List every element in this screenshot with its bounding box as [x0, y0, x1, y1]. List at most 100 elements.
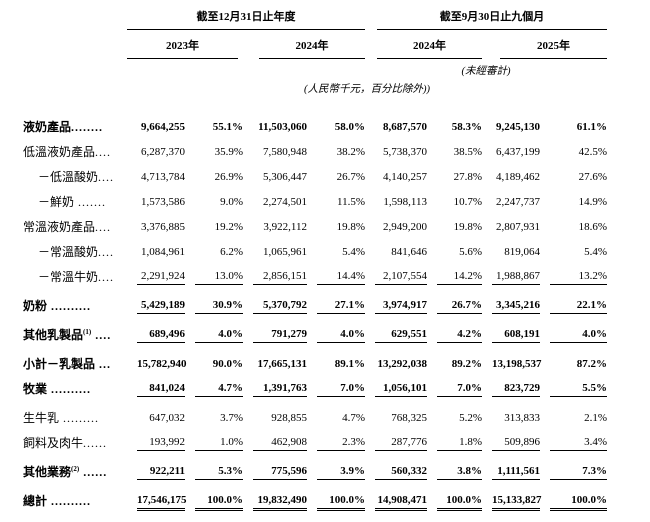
- table-row: 生牛乳 ......... 647,032 3.7% 928,855 4.7% 768,3…: [23, 397, 607, 426]
- row-label-cell: 其他業務(2) ......: [23, 451, 127, 480]
- row-label: 低溫液奶產品: [23, 145, 96, 159]
- row-label: －鮮奶: [38, 195, 75, 209]
- row-label-cell: 常溫液奶產品....: [23, 210, 127, 235]
- percentage-cell: 3.7%: [220, 412, 243, 424]
- amount-cell: 1,084,961: [141, 246, 185, 258]
- unaudited-note: (未經審計): [461, 66, 511, 77]
- percentage-cell: 5.4%: [584, 246, 607, 258]
- dot-leader: ......: [79, 465, 108, 479]
- percentage-cell: 19.2%: [214, 221, 243, 233]
- percentage-cell: 38.5%: [453, 146, 482, 158]
- table-row: 液奶產品........ 9,664,255 55.1% 11,503,060 58.0…: [23, 110, 607, 135]
- table-row: －常溫牛奶.... 2,291,924 13.0% 2,856,151 14.4% 2,1…: [23, 260, 607, 285]
- revenue-breakdown-table: 截至12月31日止年度 截至9月30日止九個月 2023年 2024年 2024…: [23, 8, 607, 511]
- amount-cell: 560,332: [365, 451, 427, 480]
- year-header-row: 2023年 2024年 2024年 2025年: [23, 30, 607, 59]
- amount-cell: 2,247,737: [496, 196, 540, 208]
- amount-cell: 7,580,948: [263, 146, 307, 158]
- percentage-cell: 18.6%: [578, 221, 607, 233]
- amount-cell: 3,922,112: [263, 221, 307, 233]
- row-label: －低溫酸奶: [38, 170, 99, 184]
- percentage-cell: 5.5%: [540, 372, 607, 397]
- row-label-cell: 飼料及肉牛......: [23, 426, 127, 451]
- percentage-cell: 27.1%: [307, 285, 365, 314]
- amount-cell: 2,274,501: [263, 196, 307, 208]
- year-2024-nine-month-label: 2024年: [377, 30, 482, 59]
- amount-cell: 313,833: [504, 412, 540, 424]
- percentage-cell: 4.2%: [427, 314, 482, 343]
- amount-cell: 2,107,554: [365, 260, 427, 285]
- year-2023-header: 2023年: [127, 30, 243, 59]
- percentage-cell: 89.1%: [334, 358, 365, 370]
- table-row: －低溫酸奶.... 4,713,784 26.9% 5,306,447 26.7% 4,1…: [23, 160, 607, 185]
- year-2024-label: 2024年: [259, 30, 365, 59]
- percentage-cell: 14.9%: [578, 196, 607, 208]
- amount-cell: 1,988,867: [482, 260, 540, 285]
- amount-cell: 9,245,130: [496, 121, 540, 133]
- table-row: 常溫液奶產品.... 3,376,885 19.2% 3,922,112 19.8% 2,…: [23, 210, 607, 235]
- percentage-cell: 4.0%: [185, 314, 243, 343]
- amount-cell: 11,503,060: [258, 121, 307, 133]
- row-label: 飼料及肉牛: [23, 436, 84, 450]
- percentage-cell: 30.9%: [185, 285, 243, 314]
- percentage-cell: 100.0%: [307, 480, 365, 511]
- percentage-cell: 100.0%: [540, 480, 607, 511]
- amount-cell: 922,211: [127, 451, 185, 480]
- amount-cell: 775,596: [243, 451, 307, 480]
- year-2024-nine-month-header: 2024年: [365, 30, 482, 59]
- amount-cell: 4,140,257: [383, 171, 427, 183]
- percentage-cell: 22.1%: [540, 285, 607, 314]
- unaudited-note-cell: (未經審計): [365, 59, 607, 78]
- table-row: 其他乳製品(1) .... 689,496 4.0% 791,279 4.0% 629,5…: [23, 314, 607, 343]
- row-label: 小計－乳製品: [23, 357, 96, 371]
- amount-cell: 6,437,199: [496, 146, 540, 158]
- percentage-cell: 61.1%: [576, 121, 607, 133]
- percentage-cell: 6.2%: [220, 246, 243, 258]
- amount-cell: 509,896: [482, 426, 540, 451]
- annual-period-header: 截至12月31日止年度: [127, 8, 365, 30]
- row-label: 總計: [23, 494, 48, 508]
- percentage-cell: 58.3%: [451, 121, 482, 133]
- amount-cell: 1,391,763: [243, 372, 307, 397]
- dot-leader: ....: [98, 245, 115, 259]
- amount-cell: 5,306,447: [263, 171, 307, 183]
- dot-leader: ........: [71, 120, 104, 134]
- amount-cell: 15,133,827: [482, 480, 542, 511]
- percentage-cell: 3.8%: [427, 451, 482, 480]
- row-label-cell: －常溫牛奶....: [23, 260, 127, 285]
- percentage-cell: 27.8%: [453, 171, 482, 183]
- amount-cell: 2,949,200: [383, 221, 427, 233]
- corner-spacer: [23, 8, 127, 30]
- footnote-ref: (1): [83, 328, 92, 336]
- percentage-cell: 19.8%: [336, 221, 365, 233]
- percentage-cell: 5.2%: [459, 412, 482, 424]
- percentage-cell: 26.7%: [336, 171, 365, 183]
- percentage-cell: 19.8%: [453, 221, 482, 233]
- percentage-cell: 89.2%: [451, 358, 482, 370]
- spacer: [23, 30, 127, 59]
- dot-leader: ....: [95, 145, 112, 159]
- unit-note-cell: (人民幣千元，百分比除外)): [127, 78, 607, 110]
- dot-leader: ..........: [47, 299, 92, 313]
- row-label: 其他乳製品: [23, 328, 84, 342]
- percentage-cell: 14.4%: [307, 260, 365, 285]
- percentage-cell: 2.3%: [307, 426, 365, 451]
- percentage-cell: 5.3%: [185, 451, 243, 480]
- row-label: 液奶產品: [23, 120, 72, 134]
- percentage-cell: 4.0%: [540, 314, 607, 343]
- percentage-cell: 1.8%: [427, 426, 482, 451]
- percentage-cell: 87.2%: [576, 358, 607, 370]
- nine-month-period-header: 截至9月30日止九個月: [365, 8, 607, 30]
- percentage-cell: 5.6%: [459, 246, 482, 258]
- percentage-cell: 26.9%: [214, 171, 243, 183]
- row-label: 其他業務: [23, 465, 72, 479]
- table-row: －常溫酸奶.... 1,084,961 6.2% 1,065,961 5.4% 841,6…: [23, 235, 607, 260]
- dot-leader: .........: [59, 411, 100, 425]
- year-2025-label: 2025年: [500, 30, 607, 59]
- percentage-cell: 55.1%: [212, 121, 243, 133]
- amount-cell: 5,738,370: [383, 146, 427, 158]
- amount-cell: 928,855: [271, 412, 307, 424]
- amount-cell: 2,807,931: [496, 221, 540, 233]
- dot-leader: ...: [95, 357, 112, 371]
